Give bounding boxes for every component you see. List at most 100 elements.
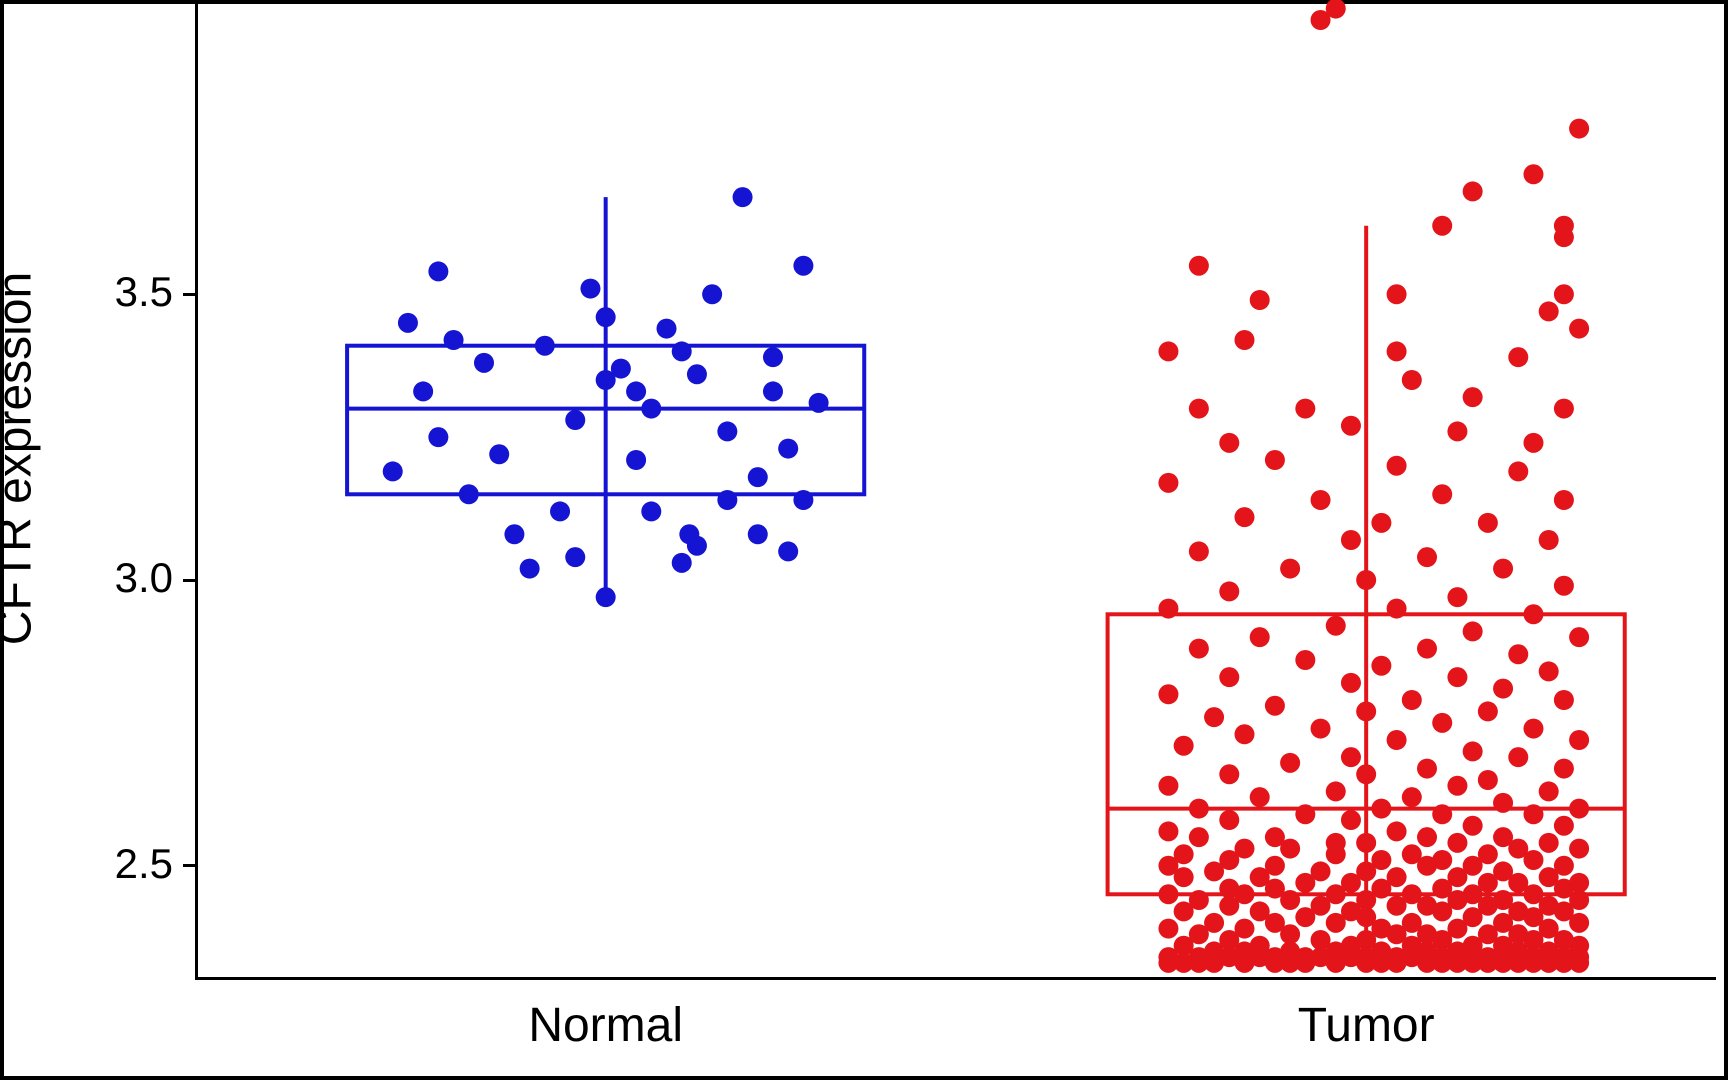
jitter-point bbox=[1554, 399, 1574, 419]
jitter-point bbox=[1523, 604, 1543, 624]
jitter-point bbox=[596, 587, 616, 607]
jitter-point bbox=[596, 307, 616, 327]
jitter-point bbox=[1539, 781, 1559, 801]
jitter-point bbox=[1295, 804, 1315, 824]
jitter-point bbox=[1341, 530, 1361, 550]
jitter-point bbox=[717, 490, 737, 510]
jitter-point bbox=[1341, 673, 1361, 693]
jitter-point bbox=[1478, 513, 1498, 533]
jitter-point bbox=[1387, 953, 1407, 973]
jitter-point bbox=[1158, 776, 1178, 796]
jitter-point bbox=[1569, 119, 1589, 139]
jitter-point bbox=[1234, 507, 1254, 527]
jitter-point bbox=[1326, 913, 1346, 933]
jitter-point bbox=[1554, 816, 1574, 836]
points-layer bbox=[383, 0, 1589, 973]
jitter-point bbox=[1508, 461, 1528, 481]
jitter-point bbox=[1447, 587, 1467, 607]
jitter-point bbox=[1341, 810, 1361, 830]
jitter-point bbox=[1554, 490, 1574, 510]
jitter-point bbox=[672, 553, 692, 573]
jitter-point bbox=[489, 444, 509, 464]
jitter-point bbox=[672, 341, 692, 361]
jitter-point bbox=[1523, 433, 1543, 453]
jitter-point bbox=[1158, 821, 1178, 841]
jitter-point bbox=[1280, 839, 1300, 859]
jitter-point bbox=[1447, 776, 1467, 796]
jitter-point bbox=[1463, 181, 1483, 201]
jitter-point bbox=[1189, 827, 1209, 847]
jitter-point bbox=[1447, 667, 1467, 687]
jitter-point bbox=[1158, 599, 1178, 619]
jitter-point bbox=[1508, 347, 1528, 367]
jitter-point bbox=[428, 427, 448, 447]
jitter-point bbox=[1356, 701, 1376, 721]
jitter-point bbox=[1204, 707, 1224, 727]
jitter-point bbox=[1539, 833, 1559, 853]
jitter-point bbox=[1432, 484, 1452, 504]
jitter-point bbox=[1174, 867, 1194, 887]
jitter-point bbox=[1523, 719, 1543, 739]
jitter-point bbox=[1250, 627, 1270, 647]
jitter-point bbox=[474, 353, 494, 373]
jitter-point bbox=[641, 399, 661, 419]
jitter-point bbox=[1280, 924, 1300, 944]
jitter-point bbox=[1234, 724, 1254, 744]
jitter-point bbox=[1326, 616, 1346, 636]
jitter-point bbox=[1326, 953, 1346, 973]
jitter-point bbox=[1432, 216, 1452, 236]
jitter-point bbox=[1219, 896, 1239, 916]
jitter-point bbox=[1463, 816, 1483, 836]
jitter-point bbox=[565, 410, 585, 430]
jitter-point bbox=[565, 547, 585, 567]
jitter-point bbox=[413, 381, 433, 401]
jitter-point bbox=[748, 524, 768, 544]
jitter-point bbox=[1280, 890, 1300, 910]
jitter-point bbox=[1508, 747, 1528, 767]
jitter-point bbox=[1356, 570, 1376, 590]
jitter-point bbox=[1219, 433, 1239, 453]
jitter-point bbox=[1158, 341, 1178, 361]
jitter-point bbox=[1539, 530, 1559, 550]
jitter-point bbox=[1432, 804, 1452, 824]
jitter-point bbox=[1447, 833, 1467, 853]
jitter-point bbox=[1280, 559, 1300, 579]
jitter-point bbox=[1402, 787, 1422, 807]
jitter-point bbox=[793, 490, 813, 510]
jitter-point bbox=[1493, 559, 1513, 579]
jitter-point bbox=[520, 559, 540, 579]
jitter-point bbox=[1554, 576, 1574, 596]
jitter-point bbox=[626, 450, 646, 470]
jitter-point bbox=[1311, 10, 1331, 30]
jitter-point bbox=[1234, 330, 1254, 350]
x-category-label: Tumor bbox=[1216, 998, 1516, 1053]
jitter-point bbox=[793, 256, 813, 276]
jitter-point bbox=[1387, 284, 1407, 304]
jitter-point bbox=[687, 364, 707, 384]
jitter-point bbox=[1554, 216, 1574, 236]
jitter-point bbox=[1341, 416, 1361, 436]
jitter-point bbox=[398, 313, 418, 333]
jitter-point bbox=[1387, 341, 1407, 361]
jitter-point bbox=[1387, 896, 1407, 916]
jitter-point bbox=[1280, 753, 1300, 773]
jitter-point bbox=[1371, 656, 1391, 676]
jitter-point bbox=[1523, 164, 1543, 184]
jitter-point bbox=[1250, 787, 1270, 807]
jitter-point bbox=[748, 467, 768, 487]
jitter-point bbox=[1432, 901, 1452, 921]
jitter-point bbox=[1265, 450, 1285, 470]
jitter-point bbox=[1569, 953, 1589, 973]
jitter-point bbox=[1493, 679, 1513, 699]
jitter-point bbox=[1295, 873, 1315, 893]
jitter-point bbox=[611, 359, 631, 379]
jitter-point bbox=[1523, 804, 1543, 824]
jitter-point bbox=[1371, 799, 1391, 819]
jitter-point bbox=[1311, 490, 1331, 510]
jitter-point bbox=[1356, 764, 1376, 784]
jitter-point bbox=[1554, 690, 1574, 710]
jitter-point bbox=[641, 501, 661, 521]
jitter-point bbox=[1356, 833, 1376, 853]
jitter-point bbox=[1554, 284, 1574, 304]
jitter-point bbox=[1463, 741, 1483, 761]
